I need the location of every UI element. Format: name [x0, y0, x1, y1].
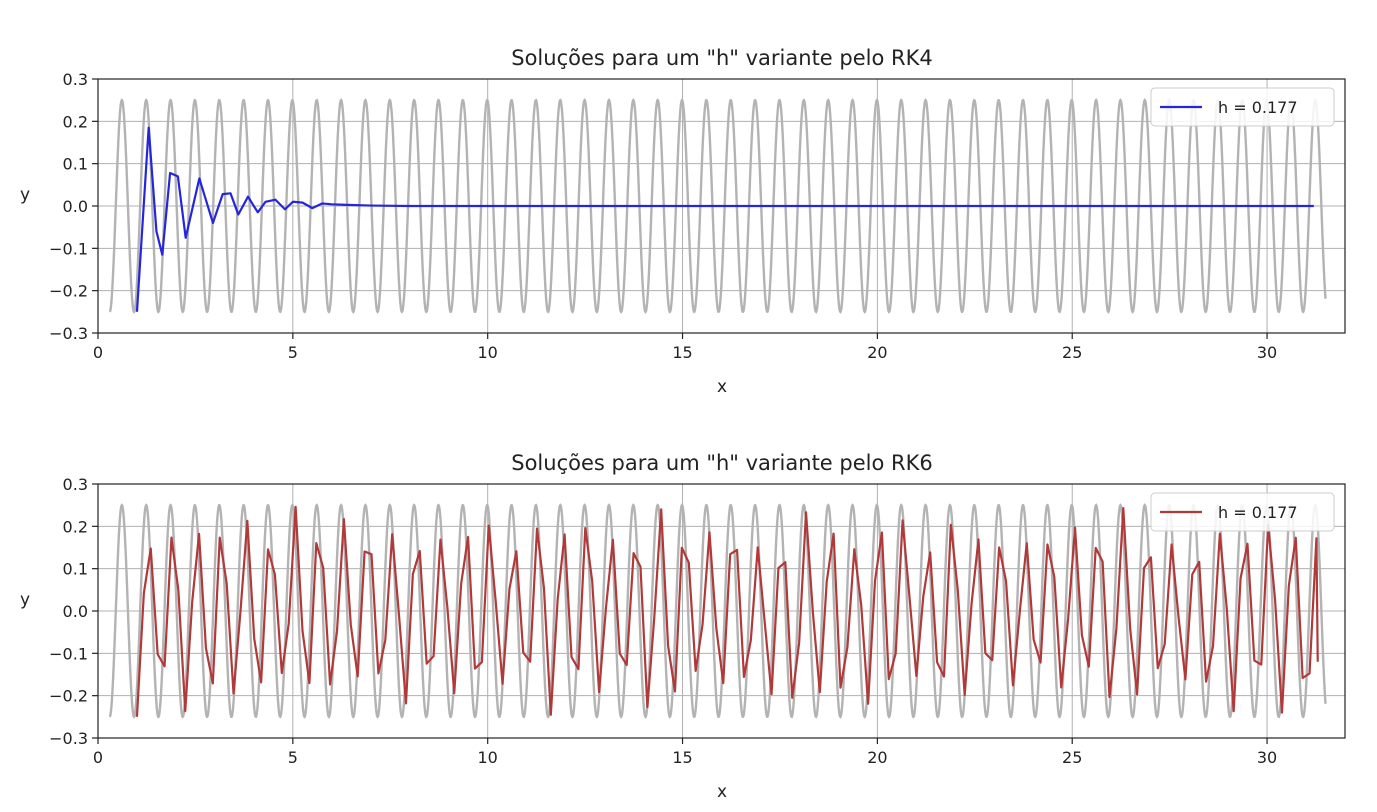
y-tick-label: −0.3 — [49, 729, 88, 748]
reference-curve — [108, 98, 1327, 314]
x-tick-label: 25 — [1062, 748, 1082, 767]
x-tick-label: 0 — [93, 343, 103, 362]
x-tick-label: 15 — [672, 748, 692, 767]
y-tick-label: 0.3 — [63, 475, 88, 494]
y-tick-label: 0.1 — [63, 560, 88, 579]
chart-title: Soluções para um "h" variante pelo RK6 — [511, 451, 932, 475]
x-tick-label: 5 — [288, 343, 298, 362]
y-tick-label: 0.2 — [63, 112, 88, 131]
y-tick-label: 0.2 — [63, 517, 88, 536]
y-tick-label: −0.1 — [49, 644, 88, 663]
legend-box — [1150, 87, 1335, 127]
y-tick-label: −0.2 — [49, 282, 88, 301]
x-tick-label: 5 — [288, 748, 298, 767]
x-tick-label: 0 — [93, 748, 103, 767]
y-axis-label: y — [20, 185, 30, 205]
x-tick-label: 30 — [1257, 748, 1277, 767]
series-layer — [135, 126, 1314, 312]
y-tick-label: −0.3 — [49, 324, 88, 343]
y-tick-label: −0.2 — [49, 687, 88, 706]
series-layer — [135, 505, 1319, 717]
series-line — [135, 126, 1314, 312]
x-axis-ticks: 0 5 10 15 20 25 30 — [93, 738, 1277, 767]
y-tick-label: 0.0 — [63, 602, 88, 621]
x-tick-label: 30 — [1257, 343, 1277, 362]
y-tick-label: 0.0 — [63, 197, 88, 216]
x-tick-label: 10 — [478, 748, 498, 767]
chart-title: Soluções para um "h" variante pelo RK4 — [511, 46, 932, 70]
legend: h = 0.177 — [1150, 87, 1335, 127]
x-axis-label: x — [717, 377, 727, 397]
x-tick-label: 20 — [867, 748, 887, 767]
x-axis-ticks: 0 5 10 15 20 25 30 — [93, 333, 1277, 362]
reference-line — [108, 98, 1327, 314]
y-axis-label: y — [20, 590, 30, 610]
x-tick-label: 25 — [1062, 343, 1082, 362]
y-axis-ticks: −0.3 −0.2 −0.1 0.0 0.1 0.2 0.3 — [49, 70, 98, 343]
legend-label: h = 0.177 — [1218, 98, 1298, 117]
x-tick-label: 10 — [478, 343, 498, 362]
y-tick-label: 0.1 — [63, 155, 88, 174]
y-tick-label: −0.1 — [49, 239, 88, 258]
chart-rk4: Soluções para um "h" variante pelo RK4 0… — [20, 46, 1346, 397]
y-axis-ticks: −0.3 −0.2 −0.1 0.0 0.1 0.2 0.3 — [49, 475, 98, 748]
legend-label: h = 0.177 — [1218, 503, 1298, 522]
x-tick-label: 20 — [867, 343, 887, 362]
x-axis-label: x — [717, 782, 727, 802]
legend: h = 0.177 — [1150, 492, 1335, 532]
x-tick-label: 15 — [672, 343, 692, 362]
chart-rk6: Soluções para um "h" variante pelo RK6 0… — [20, 451, 1346, 802]
legend-box — [1150, 492, 1335, 532]
y-tick-label: 0.3 — [63, 70, 88, 89]
series-line — [135, 505, 1319, 717]
